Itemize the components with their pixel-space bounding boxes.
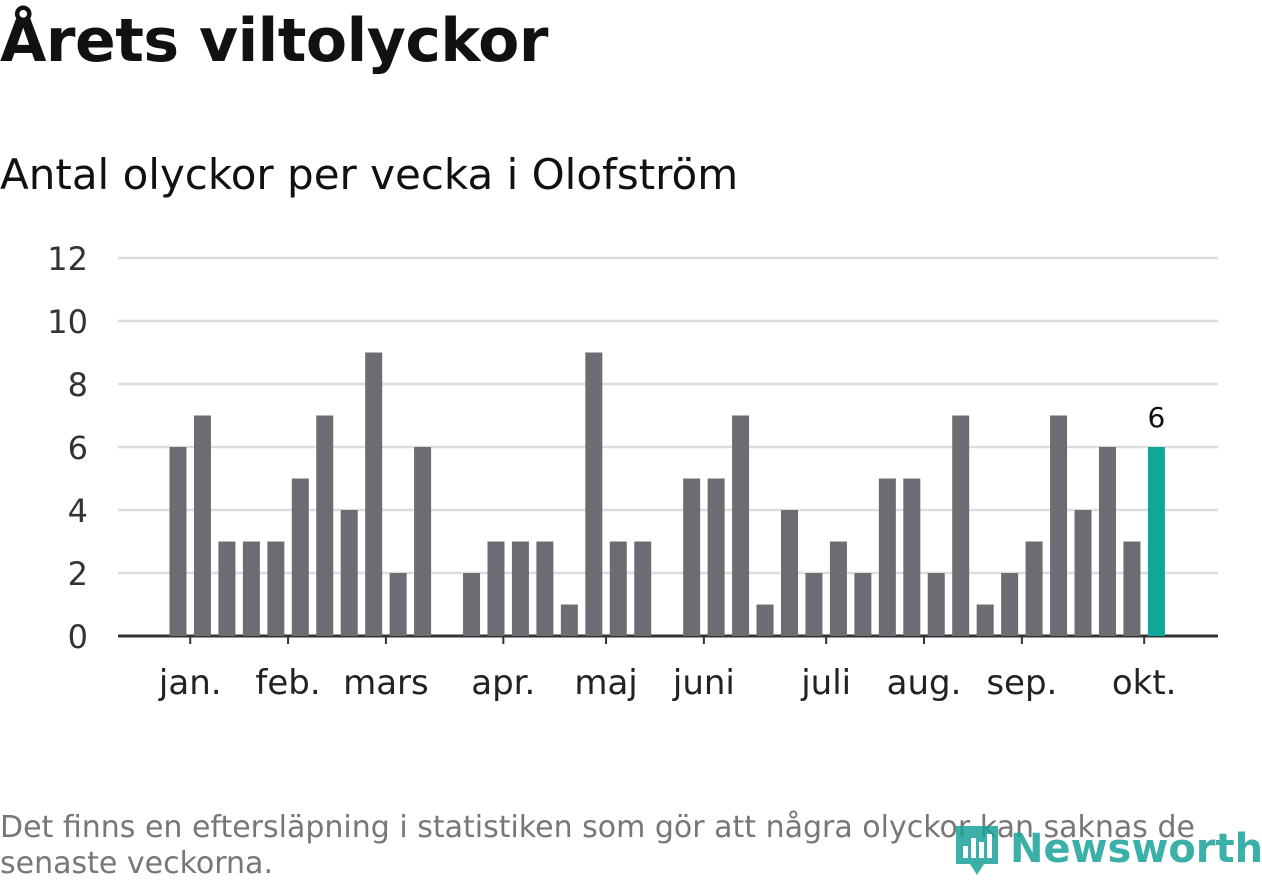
bar (365, 352, 383, 636)
bar (1001, 573, 1019, 636)
y-tick-label: 6 (68, 429, 88, 467)
bar (389, 573, 407, 636)
bar (193, 415, 211, 636)
x-tick-label: juli (800, 663, 851, 703)
newsworthy-logo-text: Newsworthy (1010, 826, 1262, 872)
x-tick-label: jan. (158, 663, 222, 703)
x-tick-label: aug. (887, 663, 962, 703)
bar (683, 478, 701, 636)
bar (1050, 415, 1068, 636)
bar (976, 604, 994, 636)
bar (781, 510, 798, 636)
y-tick-label: 0 (68, 618, 88, 656)
newsworthy-logo-icon (956, 826, 998, 875)
y-axis-ticks: 0 2 4 6 8 10 12 (47, 240, 88, 656)
bar (854, 573, 872, 636)
x-tick-label: juni (672, 663, 735, 703)
bar (1025, 541, 1043, 636)
bar (805, 573, 823, 636)
y-tick-label: 10 (47, 303, 88, 341)
y-tick-label: 8 (68, 366, 88, 404)
bar (634, 541, 652, 636)
bar (536, 541, 554, 636)
newsworthy-logo: Newsworthy (952, 820, 1262, 878)
bar (1074, 510, 1092, 636)
bar (169, 447, 187, 636)
bar (829, 541, 847, 636)
bar (585, 352, 603, 636)
y-tick-label: 4 (68, 492, 88, 530)
bar (1098, 447, 1116, 636)
bar (756, 604, 774, 636)
bar (316, 415, 334, 636)
x-tick-label: mars (343, 663, 429, 703)
bar (707, 478, 725, 636)
bar (927, 573, 945, 636)
y-tick-label: 2 (68, 555, 88, 593)
x-tick-label: maj (574, 663, 637, 703)
bar (1123, 541, 1141, 636)
bar (340, 510, 358, 636)
bar (560, 604, 578, 636)
y-tick-label: 12 (47, 240, 88, 278)
bar (609, 541, 627, 636)
x-tick-label: apr. (471, 663, 535, 703)
data-labels: 6 (1147, 401, 1165, 434)
bar (463, 573, 481, 636)
x-tick-label: okt. (1112, 663, 1177, 703)
data-label-highlight: 6 (1147, 401, 1165, 434)
chart-title: Årets viltolyckor (0, 6, 549, 76)
bar (511, 541, 529, 636)
x-tick-label: feb. (255, 663, 320, 703)
bar (242, 541, 260, 636)
bar (487, 541, 505, 636)
bar (267, 541, 285, 636)
x-axis-ticks: jan. feb. mars apr. maj juni juli aug. sep. okt. (158, 636, 1177, 703)
bar (878, 478, 896, 636)
bar-highlight (1147, 447, 1165, 636)
bar (952, 415, 970, 636)
bar (218, 541, 236, 636)
x-tick-label: sep. (986, 663, 1057, 703)
bars (169, 352, 1165, 636)
bar (732, 415, 750, 636)
chart-subtitle: Antal olyckor per vecka i Olofström (0, 150, 739, 199)
bar (903, 478, 921, 636)
bar (414, 447, 432, 636)
bar (291, 478, 309, 636)
